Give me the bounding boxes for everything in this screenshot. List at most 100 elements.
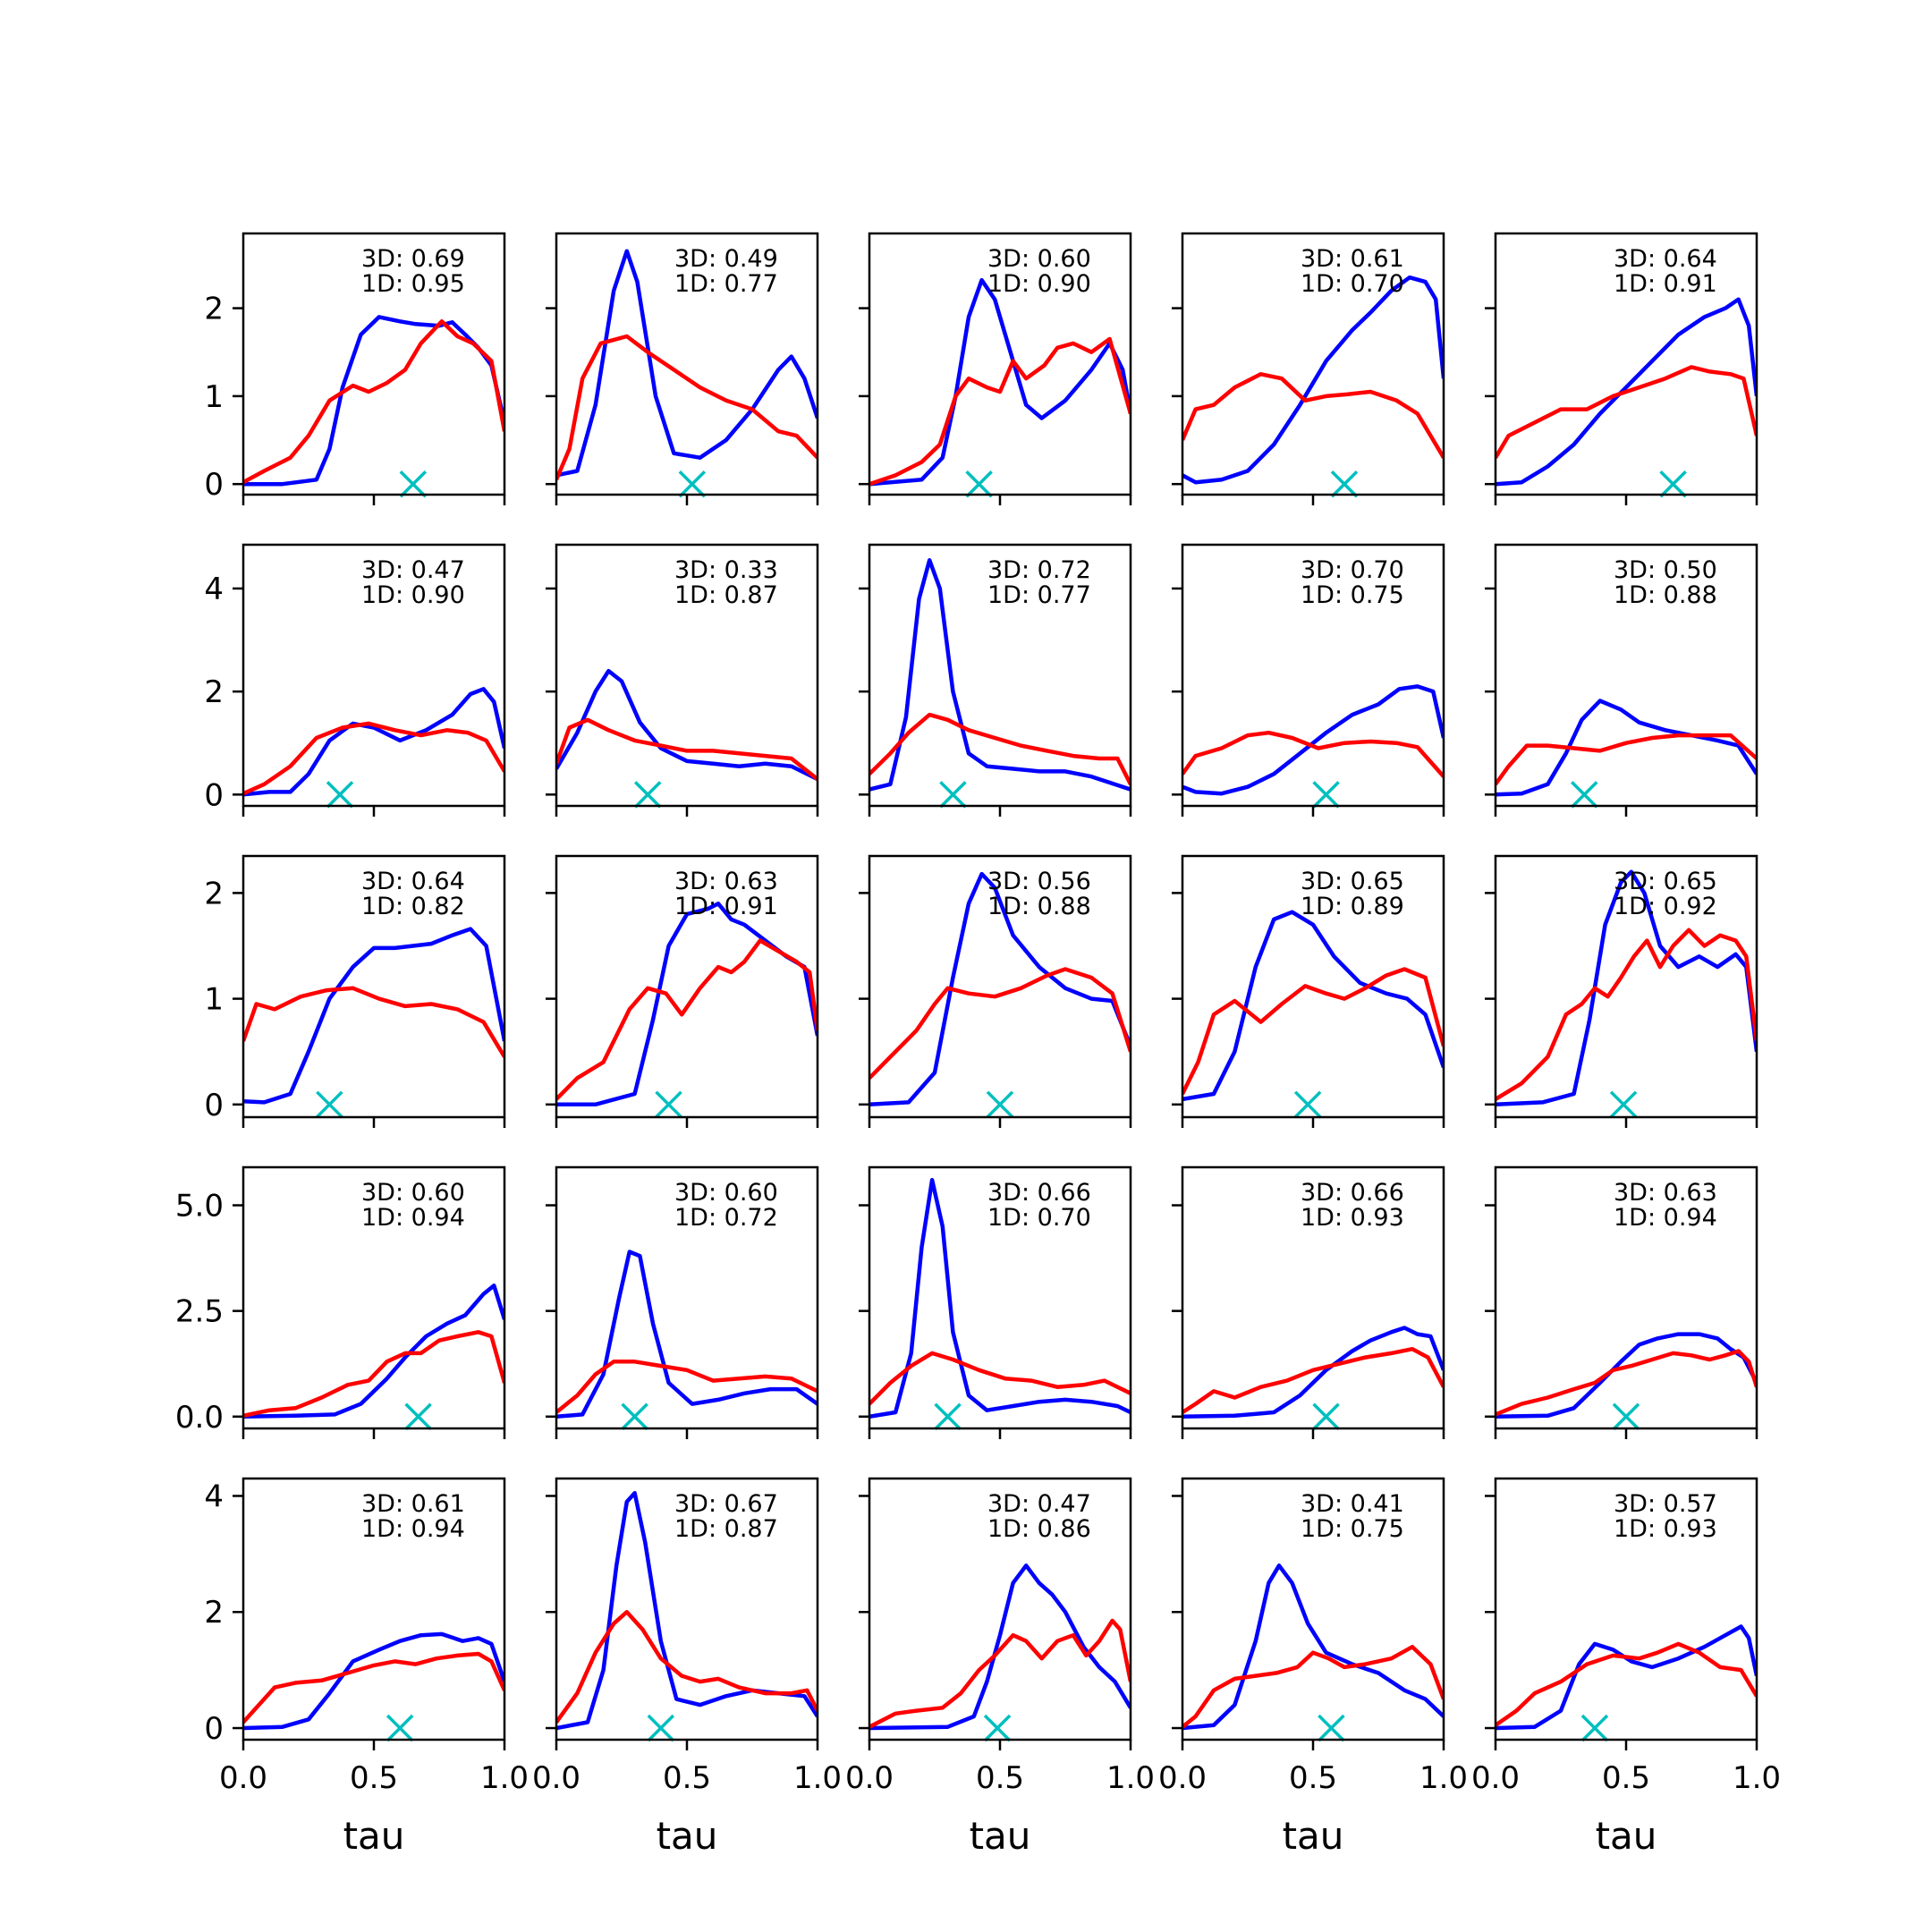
- series-1d-line: [1182, 967, 1444, 1095]
- marker-x: [404, 1402, 432, 1431]
- series-3d-line: [1182, 684, 1444, 796]
- series-3d-line: [243, 1631, 504, 1731]
- marker-x: [326, 781, 354, 809]
- series-3d-line: [869, 1563, 1131, 1731]
- marker-x: [983, 1714, 1012, 1742]
- annotation-text: 1D: 0.95: [361, 270, 465, 298]
- series-3d-line: [869, 558, 1131, 792]
- annotation-text: 3D: 0.60: [361, 1179, 465, 1207]
- annotation-text: 1D: 0.91: [1614, 270, 1717, 298]
- x-tick-label: 0.0: [1471, 1760, 1520, 1796]
- series-3d-line: [1496, 1624, 1757, 1731]
- marker-x: [965, 470, 993, 498]
- annotation-text: 3D: 0.64: [1614, 245, 1717, 273]
- annotation-text: 1D: 0.92: [1614, 893, 1717, 920]
- series-3d-line: [243, 927, 504, 1105]
- annotation-text: 3D: 0.33: [674, 556, 778, 584]
- marker-x: [1612, 1402, 1640, 1431]
- annotation-text: 3D: 0.60: [987, 245, 1091, 273]
- annotation-text: 3D: 0.50: [1614, 556, 1717, 584]
- series-3d-line: [1496, 869, 1757, 1107]
- y-tick-label: 1: [204, 379, 224, 415]
- x-tick-label: 1.0: [1733, 1760, 1781, 1796]
- y-tick-label: 1: [204, 982, 224, 1018]
- annotation-text: 3D: 0.63: [674, 868, 778, 895]
- marker-x: [1312, 781, 1340, 809]
- series-1d-line: [1496, 365, 1757, 459]
- annotation-text: 1D: 0.87: [674, 1515, 778, 1543]
- marker-x: [633, 781, 662, 809]
- series-1d-line: [869, 712, 1131, 785]
- annotation-text: 1D: 0.90: [987, 270, 1091, 298]
- annotation-text: 1D: 0.94: [361, 1515, 465, 1543]
- series-3d-line: [1496, 1332, 1757, 1419]
- series-1d-line: [1182, 1644, 1444, 1729]
- annotation-text: 3D: 0.66: [987, 1179, 1091, 1207]
- y-tick-label: 2: [204, 674, 224, 710]
- annotation-text: 3D: 0.66: [1301, 1179, 1404, 1207]
- annotation-text: 3D: 0.70: [1301, 556, 1404, 584]
- annotation-text: 3D: 0.47: [987, 1490, 1091, 1518]
- annotation-text: 1D: 0.75: [1301, 1515, 1404, 1543]
- series-1d-line: [243, 721, 504, 796]
- annotation-text: 1D: 0.94: [361, 1204, 465, 1232]
- x-tick-label: 0.0: [1158, 1760, 1207, 1796]
- annotation-text: 3D: 0.65: [1301, 868, 1404, 895]
- marker-x: [939, 781, 967, 809]
- annotation-text: 3D: 0.72: [987, 556, 1091, 584]
- annotation-text: 3D: 0.64: [361, 868, 465, 895]
- series-3d-line: [243, 687, 504, 797]
- x-tick-label: 0.5: [1289, 1760, 1337, 1796]
- series-1d-line: [243, 986, 504, 1058]
- annotation-text: 3D: 0.49: [674, 245, 778, 273]
- series-1d-line: [1496, 1641, 1757, 1727]
- annotation-text: 3D: 0.60: [674, 1179, 778, 1207]
- marker-x: [678, 470, 707, 498]
- annotation-text: 1D: 0.88: [1614, 581, 1717, 609]
- annotation-text: 1D: 0.86: [987, 1515, 1091, 1543]
- series-3d-line: [1182, 910, 1444, 1102]
- x-tick-label: 1.0: [793, 1760, 842, 1796]
- series-1d-line: [1496, 1349, 1757, 1417]
- series-1d-line: [556, 334, 818, 481]
- y-tick-label: 0: [204, 1088, 224, 1123]
- series-3d-line: [1182, 1563, 1444, 1731]
- marker-x: [1318, 1714, 1345, 1742]
- annotation-text: 1D: 0.82: [361, 893, 465, 920]
- series-1d-line: [243, 1330, 504, 1419]
- marker-x: [386, 1714, 414, 1742]
- y-tick-label: 0: [204, 777, 224, 813]
- annotation-text: 3D: 0.63: [1614, 1179, 1717, 1207]
- annotation-text: 3D: 0.47: [361, 556, 465, 584]
- series-3d-line: [556, 1250, 818, 1419]
- x-axis-label: tau: [657, 1814, 718, 1858]
- marker-x: [621, 1402, 648, 1431]
- marker-x: [1659, 470, 1687, 498]
- x-tick-label: 0.5: [663, 1760, 711, 1796]
- annotation-text: 1D: 0.91: [674, 893, 778, 920]
- x-axis-label: tau: [1596, 1814, 1657, 1858]
- annotation-text: 3D: 0.61: [1301, 245, 1404, 273]
- series-3d-line: [1496, 699, 1757, 797]
- x-tick-label: 1.0: [1419, 1760, 1468, 1796]
- y-tick-label: 2: [204, 292, 224, 327]
- annotation-text: 1D: 0.75: [1301, 581, 1404, 609]
- series-1d-line: [556, 1609, 818, 1724]
- annotation-text: 1D: 0.89: [1301, 893, 1404, 920]
